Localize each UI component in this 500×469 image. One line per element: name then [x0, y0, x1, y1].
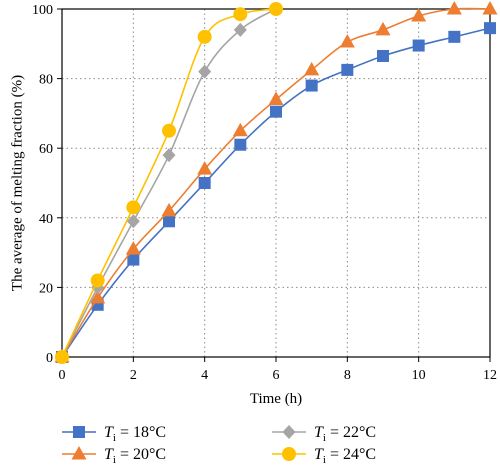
grid-lines — [62, 9, 490, 357]
y-tick-label: 40 — [39, 212, 53, 227]
legend-item: Ti = 22°C — [272, 424, 376, 444]
y-tick-label: 100 — [32, 3, 53, 18]
legend-item: Ti = 18°C — [62, 424, 166, 444]
legend-marker-circle — [282, 447, 296, 461]
data-point-square — [198, 177, 211, 189]
legend-label: Ti = 20°C — [104, 446, 166, 466]
data-point-triangle — [304, 61, 320, 76]
series-line — [61, 7, 491, 358]
legend-label: Ti = 24°C — [314, 446, 376, 466]
legend-item: Ti = 20°C — [62, 446, 166, 466]
legend-marker-diamond — [282, 425, 296, 439]
data-point-square — [270, 105, 282, 118]
x-tick-label: 4 — [201, 368, 208, 383]
data-point-square — [127, 253, 140, 266]
data-point-square — [484, 22, 496, 35]
data-point-circle — [162, 123, 176, 138]
legend-item: Ti = 24°C — [272, 446, 376, 466]
y-tick-label: 80 — [39, 73, 53, 88]
data-point-circle — [90, 273, 105, 288]
x-tick-label: 6 — [273, 368, 280, 383]
legend-label: Ti = 22°C — [314, 424, 376, 444]
data-point-square — [163, 215, 175, 228]
x-tick-label: 0 — [59, 368, 66, 383]
data-point-circle — [197, 29, 212, 44]
data-point-triangle — [90, 289, 106, 304]
data-point-triangle — [482, 1, 498, 15]
legend-marker-triangle — [71, 446, 87, 460]
x-tick-label: 10 — [412, 368, 426, 383]
y-tick-label: 0 — [46, 351, 53, 366]
data-point-triangle — [197, 161, 213, 175]
data-point-triangle — [339, 34, 355, 48]
data-point-triangle — [268, 91, 284, 105]
y-axis-title: The average of melting fraction (%) — [9, 75, 25, 291]
data-point-diamond — [126, 214, 140, 229]
data-point-square — [448, 30, 461, 43]
data-point-square — [234, 138, 247, 151]
series-group — [54, 1, 498, 364]
data-point-square — [341, 63, 354, 76]
x-axis-title: Time (h) — [250, 391, 302, 407]
x-tick-label: 12 — [483, 368, 497, 383]
data-point-diamond — [198, 64, 212, 79]
data-point-circle — [233, 7, 248, 22]
data-point-square — [305, 79, 318, 92]
axis-ticks: 0 2 4 6 8 10 12 0 20 40 60 80 100 — [32, 3, 497, 383]
data-point-triangle — [232, 122, 248, 137]
series-circle — [55, 2, 283, 364]
legend: Ti = 18°CTi = 20°C Ti = 22°CTi = 24°C — [62, 424, 376, 466]
data-point-circle — [55, 350, 69, 364]
x-tick-label: 2 — [130, 368, 137, 383]
data-point-triangle — [411, 7, 427, 22]
data-point-triangle — [375, 21, 391, 36]
data-point-circle — [269, 2, 283, 16]
data-point-circle — [126, 200, 141, 215]
legend-label: Ti = 18°C — [104, 424, 166, 444]
data-point-triangle — [161, 202, 177, 217]
data-point-triangle — [446, 1, 462, 15]
data-point-square — [412, 39, 425, 52]
data-point-diamond — [233, 22, 247, 37]
data-point-square — [377, 49, 389, 62]
legend-marker-square — [73, 426, 85, 438]
y-tick-label: 20 — [39, 281, 53, 296]
plot-area-frame — [61, 8, 491, 358]
y-tick-label: 60 — [39, 142, 53, 157]
data-point-diamond — [162, 148, 176, 163]
data-point-triangle — [125, 241, 141, 255]
x-tick-label: 8 — [344, 368, 351, 383]
